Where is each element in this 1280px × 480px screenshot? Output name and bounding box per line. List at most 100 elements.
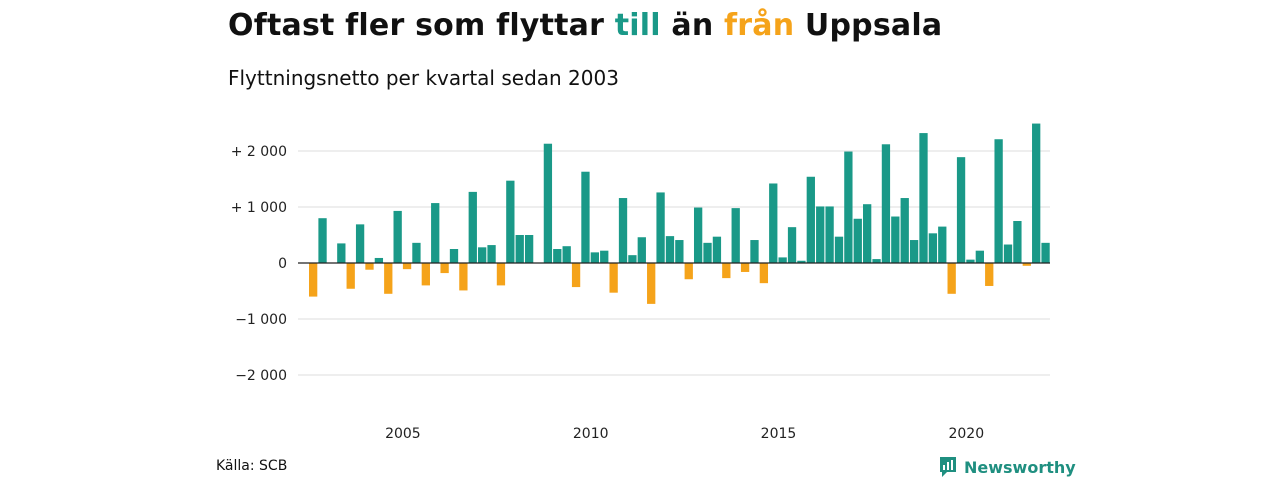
bar-2014-q4 [750, 240, 759, 263]
bar-2020-q4 [975, 250, 984, 263]
bar-2015-q1 [759, 263, 769, 284]
bar-2022-q2 [1032, 123, 1041, 263]
bar-2005-q3 [402, 263, 412, 270]
y-axis-labels: + 2 000 + 1 000 0 −1 000 −2 000 [231, 144, 287, 384]
bar-2012-q1 [647, 263, 656, 304]
bar-2013-q1 [684, 263, 693, 280]
bar-2021-q4 [1013, 221, 1022, 263]
chart-title: Oftast fler som flyttar till än från Upp… [228, 8, 942, 43]
bar-2004-q2 [355, 224, 365, 263]
bar-2017-q2 [844, 151, 853, 263]
bar-2011-q4 [637, 237, 646, 263]
bar-2019-q3 [928, 233, 938, 263]
bar-2014-q1 [722, 263, 731, 279]
y-tick-label: −1 000 [235, 312, 287, 328]
bar-2015-q4 [787, 227, 797, 263]
bar-2017-q1 [834, 236, 844, 263]
bar-2007-q4 [487, 245, 496, 263]
source-note: Källa: SCB [216, 458, 288, 474]
bar-2020-q1 [947, 263, 956, 294]
bar-2007-q3 [478, 247, 487, 263]
bar-2021-q1 [985, 263, 994, 286]
bar-2008-q4 [524, 235, 534, 263]
x-tick-label: 2015 [761, 426, 797, 442]
y-tick-label: + 2 000 [231, 144, 287, 160]
bar-2006-q3 [440, 263, 449, 274]
bar-2006-q4 [449, 249, 459, 263]
bar-2008-q1 [496, 263, 506, 286]
bar-2013-q2 [693, 207, 703, 263]
bar-2018-q4 [900, 198, 909, 263]
bar-2020-q3 [966, 259, 975, 263]
bar-2003-q2 [318, 218, 327, 263]
bar-2022-q3 [1041, 242, 1050, 263]
bar-2010-q1 [571, 263, 581, 288]
bar-2021-q3 [1003, 244, 1013, 263]
title-part-3: Uppsala [794, 8, 943, 43]
bar-2008-q2 [506, 180, 515, 263]
bar-2004-q4 [374, 257, 384, 263]
bar-2009-q2 [543, 143, 553, 263]
bar-2010-q3 [590, 252, 599, 263]
bar-2012-q2 [656, 192, 665, 263]
bar-2007-q1 [459, 263, 468, 291]
x-axis-labels: 2005 2010 2015 2020 [385, 426, 984, 442]
bar-2010-q2 [581, 171, 590, 263]
bar-2013-q3 [703, 242, 712, 263]
bar-2008-q3 [515, 235, 524, 263]
bar-2011-q1 [609, 263, 618, 293]
bar-2019-q4 [938, 226, 947, 263]
bar-2016-q1 [797, 260, 806, 263]
brand-logo: Newsworthy [938, 456, 1076, 478]
title-part-2: än [660, 8, 725, 43]
bar-2020-q2 [956, 157, 966, 263]
bar-2017-q3 [853, 218, 862, 263]
bar-2004-q1 [346, 263, 355, 289]
bar-2009-q4 [562, 246, 571, 263]
chart-subtitle: Flyttningsnetto per kvartal sedan 2003 [228, 66, 619, 90]
bar-2007-q2 [468, 191, 477, 263]
title-part-1: Oftast fler som flyttar [228, 8, 615, 43]
bar-2021-q2 [994, 139, 1003, 263]
bar-2012-q3 [665, 236, 675, 263]
bar-2017-q4 [863, 204, 872, 263]
brand-name: Newsworthy [964, 457, 1076, 477]
bar-2013-q4 [712, 236, 722, 263]
bar-2005-q2 [393, 210, 402, 263]
bar-2003-q1 [309, 263, 318, 297]
bar-2011-q3 [628, 255, 637, 263]
bar-2012-q4 [675, 240, 684, 263]
title-word-fran: från [724, 8, 795, 43]
title-word-till: till [614, 8, 661, 43]
x-tick-label: 2010 [573, 426, 609, 442]
bar-2004-q3 [365, 263, 374, 270]
bar-2022-q1 [1022, 263, 1031, 266]
bar-2019-q1 [909, 240, 919, 263]
newsworthy-logo-icon [940, 457, 956, 477]
bar-2018-q1 [872, 259, 881, 263]
bar-2009-q3 [553, 249, 562, 263]
bar-2016-q4 [825, 206, 834, 263]
bar-2016-q2 [806, 176, 815, 263]
bar-2015-q3 [778, 257, 787, 263]
bar-2006-q2 [431, 203, 440, 263]
bar-2003-q4 [337, 243, 346, 263]
y-tick-label: 0 [278, 256, 287, 272]
bar-2019-q2 [919, 133, 928, 263]
bar-2011-q2 [618, 198, 628, 263]
bar-2014-q3 [740, 263, 750, 272]
y-tick-label: + 1 000 [231, 200, 287, 216]
bar-2010-q4 [600, 250, 609, 263]
y-tick-label: −2 000 [235, 368, 287, 384]
bar-2005-q1 [384, 263, 393, 294]
bar-2018-q2 [881, 144, 891, 263]
bars [309, 123, 1050, 304]
x-tick-label: 2020 [948, 426, 984, 442]
bar-2006-q1 [421, 263, 430, 286]
bar-2016-q3 [816, 206, 825, 263]
x-tick-label: 2005 [385, 426, 421, 442]
bar-2018-q3 [891, 216, 900, 263]
bar-2005-q4 [412, 242, 421, 263]
bar-2015-q2 [769, 183, 778, 263]
